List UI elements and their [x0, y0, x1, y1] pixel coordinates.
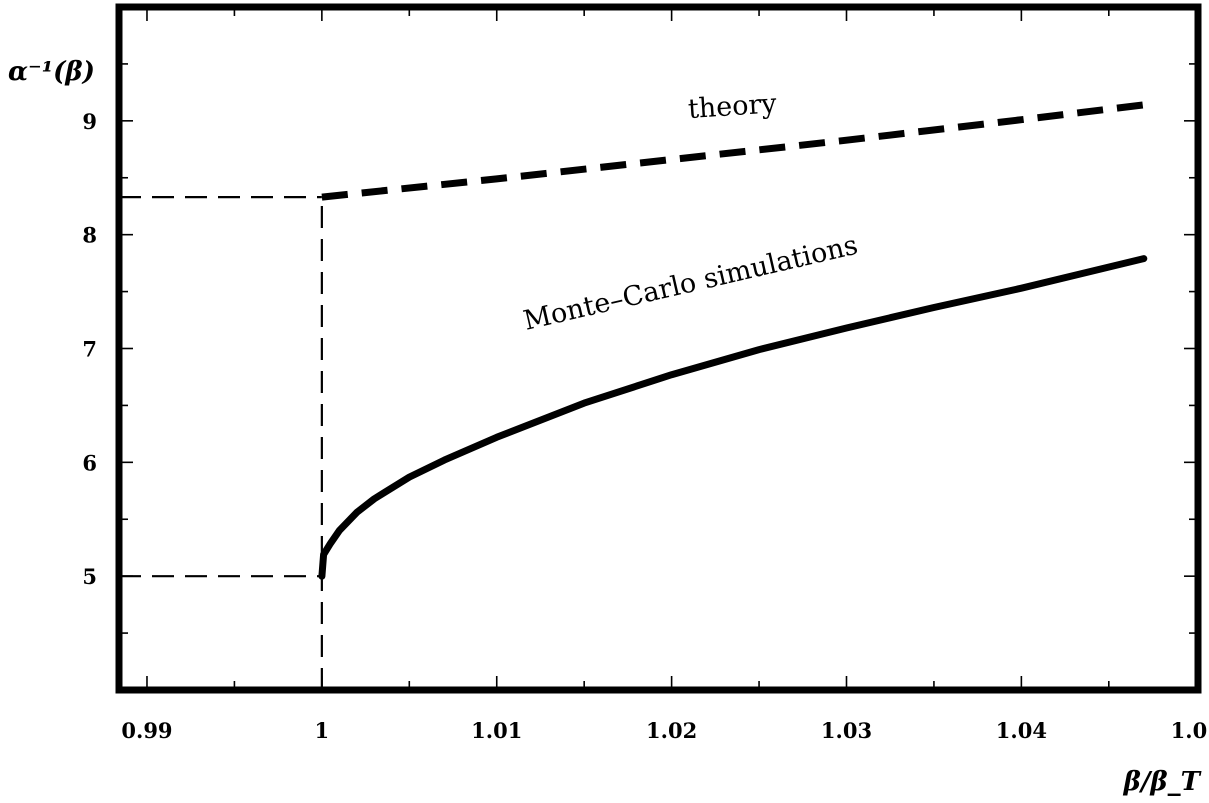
x-tick-label: 1.04: [996, 718, 1047, 743]
x-tick-label: 0.99: [121, 718, 172, 743]
plot-frame: [115, 3, 1202, 694]
y-tick-label: 8: [82, 223, 97, 248]
reference-lines: [119, 196, 323, 690]
y-tick-label: 6: [82, 450, 97, 475]
x-axis-label: β/β_T: [1123, 767, 1202, 797]
annotations: theory Monte–Carlo simulations: [521, 88, 861, 337]
annotation-1: theory: [687, 88, 778, 125]
x-tick-label: 1.01: [471, 718, 522, 743]
ticks: [119, 6, 1198, 690]
series-line-2: [318, 255, 1148, 580]
y-tick-label: 7: [82, 337, 97, 362]
x-tick-label: 1: [315, 718, 330, 743]
y-tick-label: 9: [82, 109, 97, 134]
series-lines: [318, 101, 1148, 580]
annotation-2: Monte–Carlo simulations: [521, 230, 861, 337]
y-axis-label: α⁻¹(β): [8, 57, 95, 87]
x-tick-label: 1.02: [646, 718, 697, 743]
x-tick-label: 1.05: [1171, 718, 1209, 743]
series-line-1: [321, 101, 1145, 201]
tick-labels: 0.99 1 1.01 1.02 1.03 1.04 1.05 5 6 7 8 9: [82, 109, 1209, 743]
x-tick-label: 1.03: [821, 718, 872, 743]
y-tick-label: 5: [82, 564, 97, 589]
